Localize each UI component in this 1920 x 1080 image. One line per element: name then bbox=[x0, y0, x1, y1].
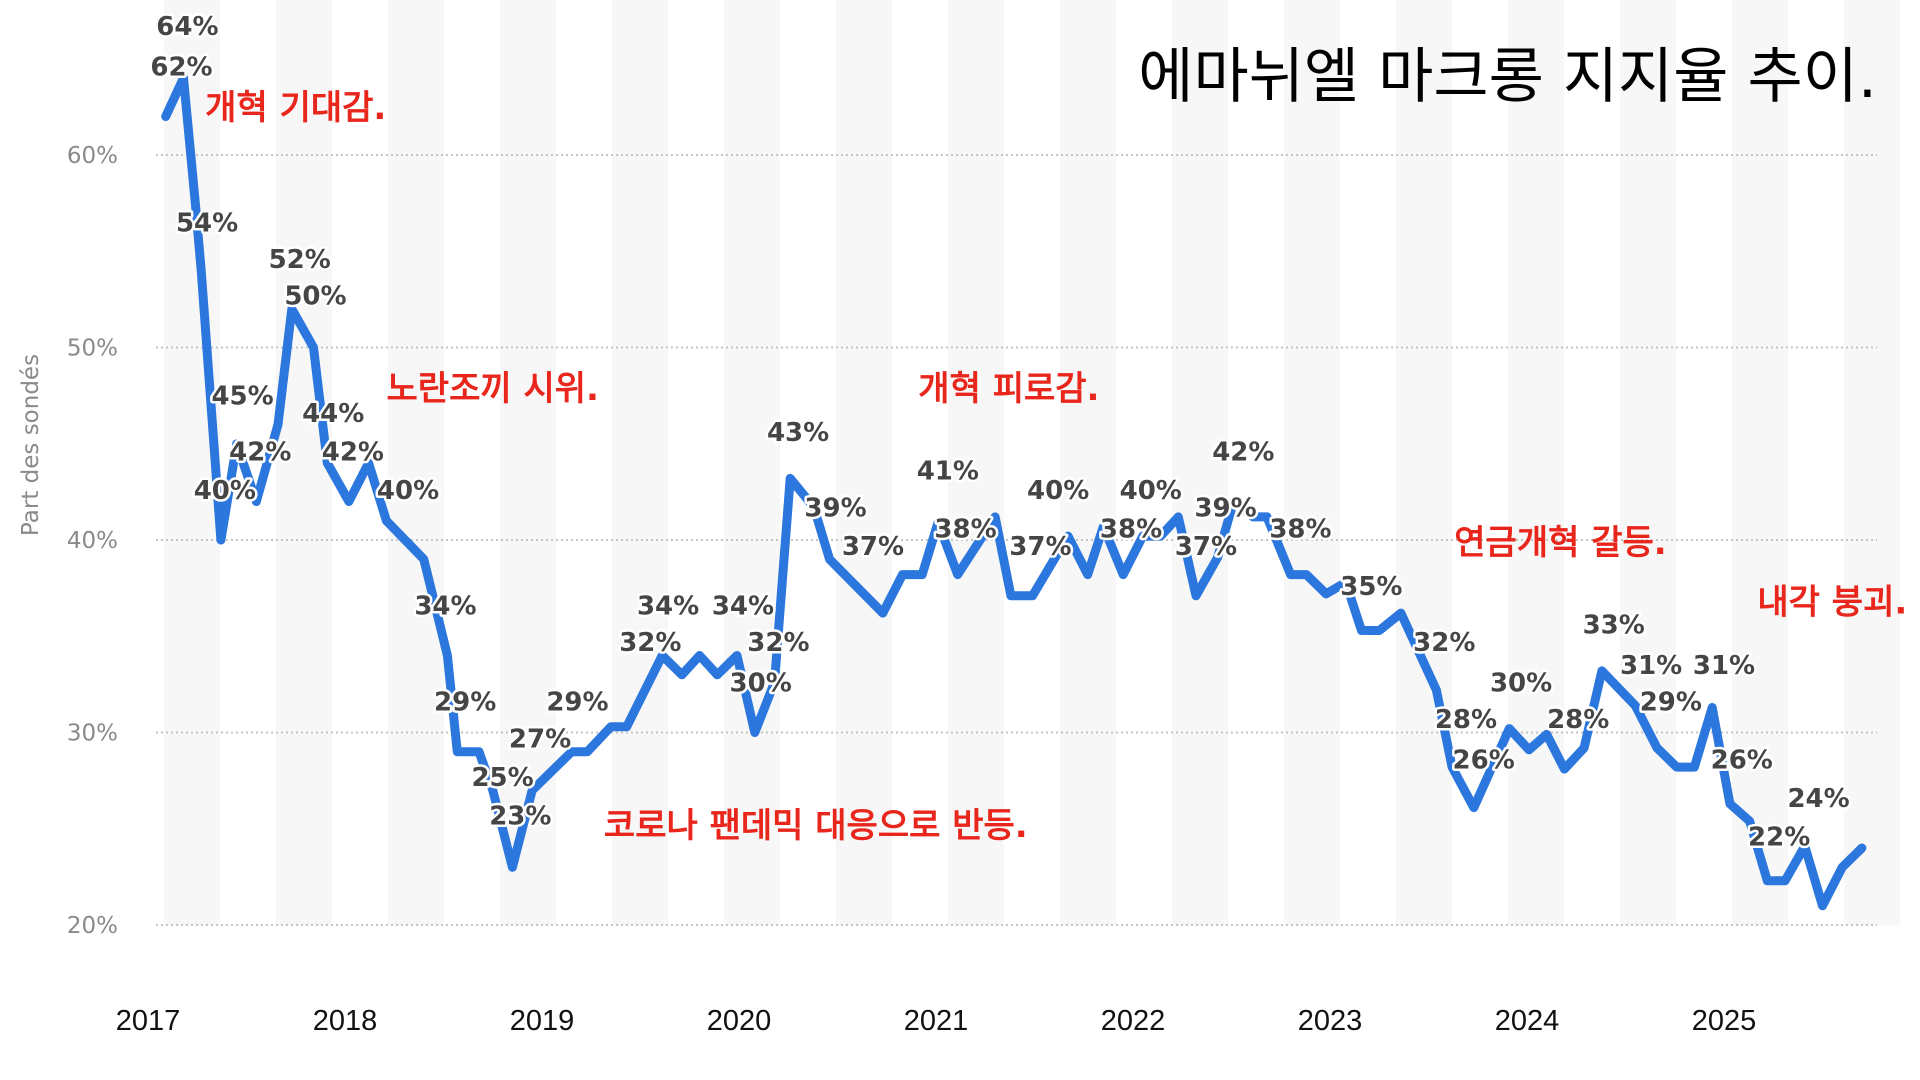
data-label: 40% bbox=[194, 476, 256, 506]
background-band bbox=[1732, 0, 1788, 925]
background-band bbox=[1620, 0, 1676, 925]
background-band bbox=[836, 0, 892, 925]
data-label: 38% bbox=[934, 514, 996, 544]
data-label: 54% bbox=[176, 208, 238, 238]
x-tick-label: 2024 bbox=[1495, 1005, 1560, 1037]
x-tick-label: 2019 bbox=[510, 1005, 575, 1037]
data-label: 26% bbox=[1711, 745, 1773, 775]
y-axis-label: Part des sondés bbox=[18, 354, 44, 536]
data-label: 23% bbox=[489, 801, 551, 831]
data-label: 43% bbox=[767, 418, 829, 448]
x-tick-label: 2020 bbox=[707, 1005, 772, 1037]
data-label: 33% bbox=[1583, 611, 1645, 641]
data-label: 34% bbox=[637, 591, 699, 621]
x-tick-label: 2021 bbox=[904, 1005, 969, 1037]
x-axis-ticks: 2017 2018 2019 2020 2021 2022 2023 2024 2025 bbox=[116, 1005, 1757, 1037]
data-label: 29% bbox=[546, 688, 608, 718]
y-tick-label: 50% bbox=[67, 336, 118, 362]
data-label: 30% bbox=[730, 668, 792, 698]
background-band bbox=[1060, 0, 1116, 925]
data-label: 42% bbox=[322, 437, 384, 467]
x-tick-label: 2025 bbox=[1692, 1005, 1757, 1037]
data-label: 39% bbox=[1194, 493, 1256, 523]
background-band bbox=[612, 0, 668, 925]
data-label: 27% bbox=[509, 724, 571, 754]
data-label: 32% bbox=[619, 628, 681, 658]
data-label: 37% bbox=[842, 532, 904, 562]
series-line-approval bbox=[161, 73, 1867, 911]
data-label: 34% bbox=[712, 591, 774, 621]
data-label: 40% bbox=[1120, 476, 1182, 506]
background-band bbox=[1284, 0, 1340, 925]
background-band bbox=[1396, 0, 1452, 925]
data-label: 29% bbox=[434, 688, 496, 718]
data-label: 35% bbox=[1340, 572, 1402, 602]
event-annotations: 개혁 기대감. 노란조끼 시위. 개혁 피로감. 코로나 팬데믹 대응으로 반등. 연금… bbox=[205, 88, 1907, 846]
y-tick-label: 40% bbox=[67, 528, 118, 554]
event-annotation: 코로나 팬데믹 대응으로 반등. bbox=[604, 806, 1028, 846]
data-label: 38% bbox=[1269, 514, 1331, 544]
data-label: 45% bbox=[211, 382, 273, 412]
data-label: 24% bbox=[1787, 784, 1849, 814]
data-label: 31% bbox=[1620, 651, 1682, 681]
data-label: 42% bbox=[229, 437, 291, 467]
value-labels: 64% 62% 54% 52% 50% 45% 42% 40% 44% 42% 40% 34% 29% 2… bbox=[148, 10, 1852, 855]
data-label: 38% bbox=[1100, 514, 1162, 544]
x-tick-label: 2022 bbox=[1101, 1005, 1166, 1037]
event-annotation: 내각 붕괴. bbox=[1757, 583, 1907, 623]
chart-title: 에마뉘엘 마크롱 지지율 추이. bbox=[1138, 42, 1877, 112]
data-label: 28% bbox=[1435, 705, 1497, 735]
background-bands bbox=[164, 0, 1900, 925]
data-label: 22% bbox=[1748, 822, 1810, 852]
data-label: 28% bbox=[1547, 705, 1609, 735]
data-label: 25% bbox=[471, 763, 533, 793]
background-band bbox=[388, 0, 444, 925]
data-label: 64% bbox=[156, 12, 218, 42]
data-label: 40% bbox=[1027, 476, 1089, 506]
event-annotation: 연금개혁 갈등. bbox=[1454, 523, 1666, 563]
data-label: 41% bbox=[917, 457, 979, 487]
y-tick-label: 20% bbox=[67, 913, 118, 939]
event-annotation: 개혁 기대감. bbox=[205, 88, 386, 128]
data-label: 39% bbox=[804, 493, 866, 523]
y-tick-label: 60% bbox=[67, 143, 118, 169]
y-axis-ticks: 20% 30% 40% 50% 60% bbox=[67, 143, 118, 939]
data-label: 62% bbox=[150, 52, 212, 82]
gridlines bbox=[156, 154, 1877, 926]
data-label: 34% bbox=[414, 591, 476, 621]
background-band bbox=[1844, 0, 1900, 925]
data-label: 31% bbox=[1693, 651, 1755, 681]
y-tick-label: 30% bbox=[67, 721, 118, 747]
x-tick-label: 2023 bbox=[1298, 1005, 1363, 1037]
background-band bbox=[724, 0, 780, 925]
data-label: 40% bbox=[377, 476, 439, 506]
data-label: 44% bbox=[302, 399, 364, 429]
data-label: 26% bbox=[1453, 745, 1515, 775]
data-label: 29% bbox=[1640, 688, 1702, 718]
event-annotation: 개혁 피로감. bbox=[918, 369, 1099, 409]
data-label: 50% bbox=[284, 282, 346, 312]
data-label: 32% bbox=[747, 628, 809, 658]
data-label: 52% bbox=[269, 245, 331, 275]
background-band bbox=[1508, 0, 1564, 925]
event-annotation: 노란조끼 시위. bbox=[387, 369, 599, 409]
data-label: 32% bbox=[1413, 628, 1475, 658]
x-tick-label: 2017 bbox=[116, 1005, 181, 1037]
data-label: 30% bbox=[1490, 668, 1552, 698]
data-label: 37% bbox=[1175, 532, 1237, 562]
x-tick-label: 2018 bbox=[313, 1005, 378, 1037]
data-label: 37% bbox=[1009, 532, 1071, 562]
data-label: 42% bbox=[1212, 437, 1274, 467]
